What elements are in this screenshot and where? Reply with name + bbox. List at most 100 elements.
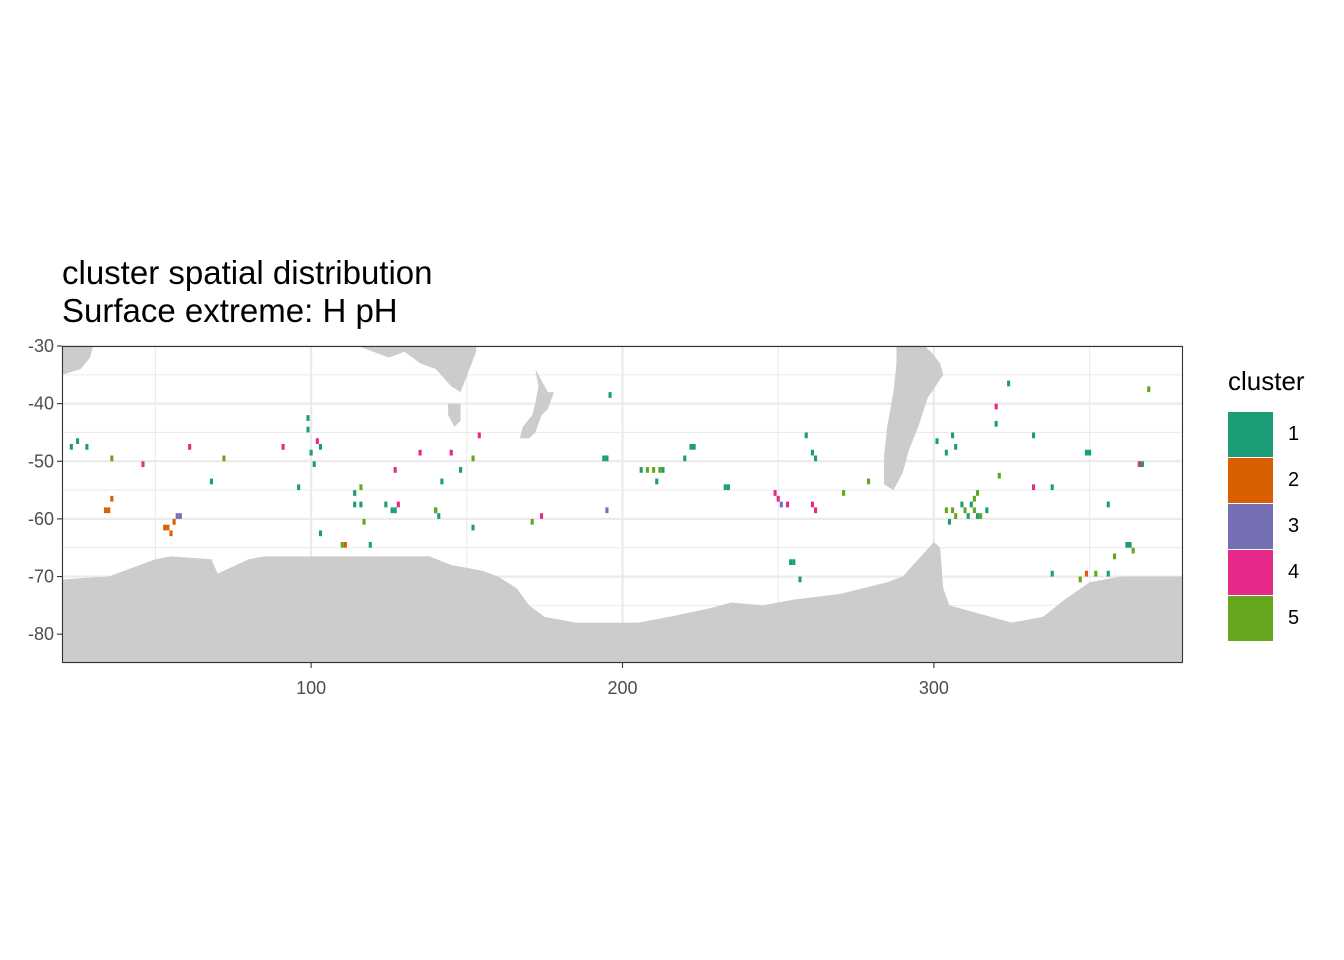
cluster-5-cell bbox=[842, 490, 846, 496]
cluster-1-cell bbox=[353, 490, 357, 496]
cluster-1-cell bbox=[608, 392, 612, 398]
land-new-zealand bbox=[519, 369, 554, 439]
cluster-1-cell bbox=[692, 443, 696, 450]
x-tick-label: 200 bbox=[607, 678, 637, 698]
cluster-1-cell bbox=[951, 432, 955, 439]
cluster-2-cell bbox=[172, 518, 176, 525]
legend-key-5 bbox=[1228, 596, 1273, 641]
cluster-1-cell bbox=[353, 501, 357, 508]
y-tick-label: -80 bbox=[28, 624, 54, 644]
chart-subtitle: Surface extreme: H pH bbox=[62, 292, 398, 329]
cluster-5-cell bbox=[979, 513, 983, 519]
cluster-1-cell bbox=[440, 478, 444, 485]
cluster-1-cell bbox=[960, 501, 964, 508]
cluster-1-cell bbox=[639, 467, 643, 473]
cluster-2-cell bbox=[110, 495, 114, 502]
legend-key-3 bbox=[1228, 504, 1273, 549]
cluster-5-cell bbox=[645, 467, 649, 473]
cluster-3-cell bbox=[605, 507, 609, 514]
cluster-1-cell bbox=[1050, 484, 1054, 491]
cluster-4-cell bbox=[281, 443, 285, 450]
cluster-1-cell bbox=[459, 467, 463, 473]
y-tick-label: -30 bbox=[28, 336, 54, 356]
cluster-2-cell bbox=[166, 524, 170, 531]
cluster-1-cell bbox=[85, 443, 89, 450]
cluster-4-cell bbox=[785, 501, 790, 508]
cluster-1-cell bbox=[309, 449, 313, 456]
cluster-1-cell bbox=[655, 478, 659, 485]
cluster-5-cell bbox=[975, 490, 980, 496]
legend-label-4: 4 bbox=[1288, 561, 1300, 583]
cluster-5-cell bbox=[652, 467, 656, 473]
cluster-1-cell bbox=[1088, 449, 1092, 456]
cluster-1-cell bbox=[69, 443, 73, 450]
cluster-5-cell bbox=[972, 495, 976, 502]
axes: -30 -40 -50 -60 -70 -80 100 200 300 bbox=[28, 336, 949, 698]
legend-key-1 bbox=[1228, 412, 1273, 457]
cluster-1-cell bbox=[1125, 541, 1129, 548]
legend-label-5: 5 bbox=[1288, 607, 1300, 629]
cluster-1-cell bbox=[661, 467, 665, 473]
cluster-1-cell bbox=[804, 432, 808, 439]
legend-label-1: 1 bbox=[1288, 423, 1300, 445]
land-tasmania bbox=[448, 403, 461, 427]
cluster-5-cell bbox=[1112, 553, 1117, 560]
land-antarctica bbox=[62, 541, 1183, 663]
cluster-1-cell bbox=[969, 501, 973, 508]
cluster-4-cell bbox=[810, 501, 815, 508]
cluster-2-cell bbox=[107, 507, 111, 514]
cluster-1-cell bbox=[944, 449, 948, 456]
cluster-1-cell bbox=[1031, 432, 1036, 439]
cluster-1-cell bbox=[1050, 570, 1054, 577]
cluster-4-cell bbox=[418, 449, 422, 456]
legend-key-4 bbox=[1228, 550, 1273, 595]
cluster-5-cell bbox=[954, 513, 958, 519]
cluster-5-cell bbox=[1147, 386, 1151, 393]
cluster-2-cell bbox=[104, 507, 108, 514]
cluster-1-cell bbox=[605, 455, 609, 462]
cluster-4-cell bbox=[1031, 484, 1036, 491]
cluster-3-cell bbox=[779, 501, 783, 508]
land-mask bbox=[62, 346, 1183, 663]
legend-title: cluster bbox=[1228, 366, 1305, 396]
cluster-5-cell bbox=[963, 507, 967, 514]
land-australia bbox=[357, 346, 477, 393]
cluster-5-cell bbox=[222, 455, 226, 462]
cluster-1-cell bbox=[1106, 570, 1110, 577]
cluster-5-cell bbox=[340, 541, 344, 548]
cluster-2-cell bbox=[343, 541, 347, 548]
cluster-1-cell bbox=[368, 541, 372, 548]
cluster-4-cell bbox=[449, 449, 453, 456]
cluster-1-cell bbox=[814, 455, 818, 462]
cluster-1-cell bbox=[393, 507, 397, 514]
cluster-1-cell bbox=[1007, 380, 1011, 387]
cluster-4-cell bbox=[393, 467, 397, 473]
cluster-4-cell bbox=[814, 507, 818, 514]
cluster-5-cell bbox=[944, 507, 948, 514]
cluster-1-cell bbox=[994, 420, 998, 427]
cluster-3-cell bbox=[175, 513, 179, 519]
cluster-1-cell bbox=[1128, 541, 1132, 548]
cluster-1-cell bbox=[683, 455, 687, 462]
cluster-1-cell bbox=[1084, 449, 1089, 456]
cluster-1-cell bbox=[792, 559, 796, 566]
cluster-5-cell bbox=[1131, 547, 1135, 554]
cluster-4-cell bbox=[776, 495, 780, 502]
cluster-5-cell bbox=[530, 518, 534, 525]
cluster-1-cell bbox=[297, 484, 301, 491]
cluster-1-cell bbox=[76, 438, 80, 444]
cluster-1-cell bbox=[789, 559, 793, 566]
cluster-5-cell bbox=[471, 455, 475, 462]
cluster-1-cell bbox=[947, 518, 952, 525]
cluster-1-cell bbox=[318, 530, 323, 537]
cluster-4-cell bbox=[539, 513, 544, 519]
cluster-5-cell bbox=[972, 507, 976, 514]
cluster-1-cell bbox=[975, 513, 980, 519]
cluster-5-cell bbox=[997, 472, 1001, 479]
cluster-1-cell bbox=[359, 501, 363, 508]
cluster-1-cell bbox=[798, 576, 802, 583]
cluster-5-cell bbox=[951, 507, 955, 514]
cluster-5-cell bbox=[434, 507, 438, 514]
panel-border bbox=[61, 345, 1184, 664]
chart-title: cluster spatial distribution bbox=[62, 254, 433, 291]
